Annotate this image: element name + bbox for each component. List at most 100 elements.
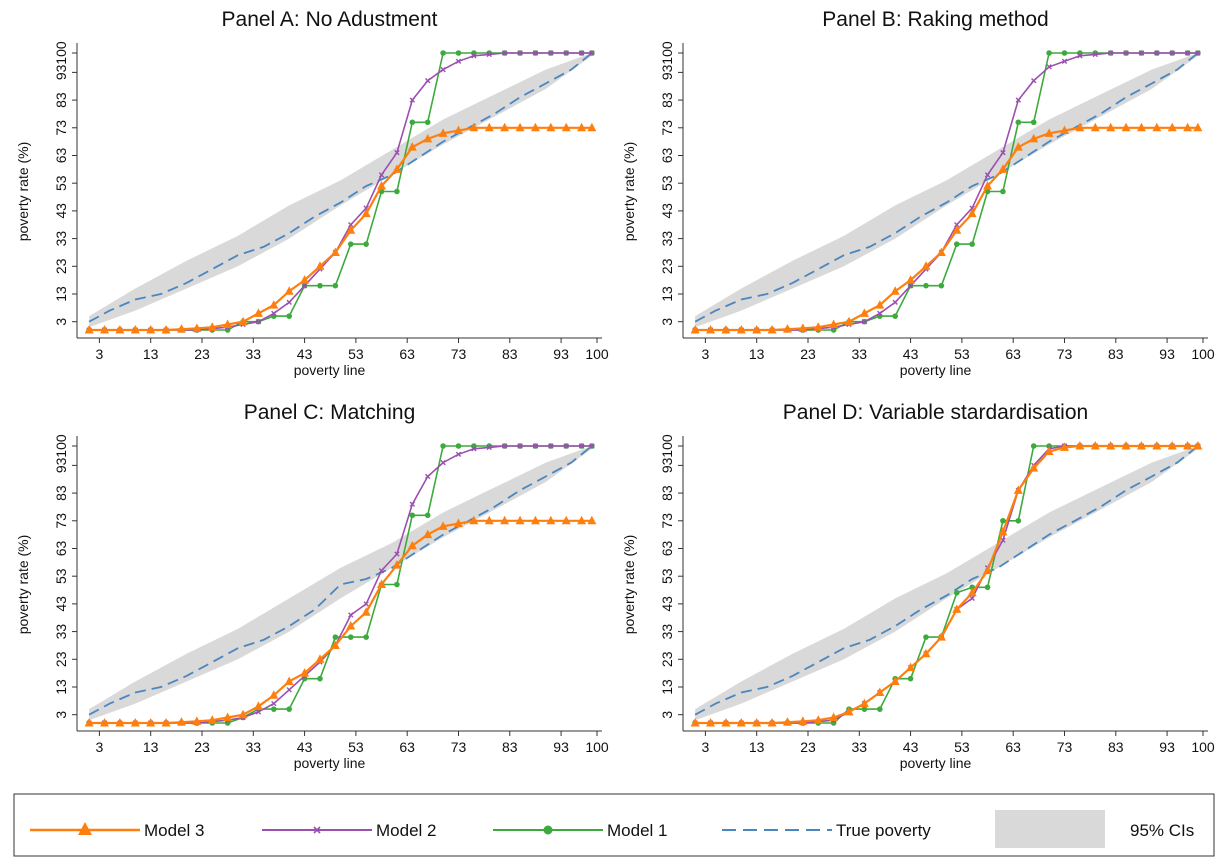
series-model3 <box>84 122 597 334</box>
y-tick-label: 53 <box>659 175 675 191</box>
model3-line <box>695 444 1198 725</box>
model1-point <box>394 581 400 588</box>
model2-point <box>394 150 400 156</box>
x-tick-label: 43 <box>297 346 313 362</box>
y-tick-label: 73 <box>53 120 69 136</box>
x-tick-label: 3 <box>701 346 709 362</box>
model3-point <box>906 662 916 672</box>
model2-point <box>1138 50 1145 56</box>
model1-point <box>953 590 960 596</box>
model3-point <box>721 325 731 334</box>
model1-point <box>440 50 446 56</box>
model3-point <box>813 715 823 724</box>
legend-item-ci-band: 95% CIs <box>995 810 1194 848</box>
model3-point <box>998 526 1008 536</box>
model3-point <box>300 275 310 284</box>
model2-point <box>517 443 523 449</box>
model2-point <box>394 551 400 557</box>
y-tick-label: 83 <box>659 92 675 108</box>
x-tick-label: 33 <box>852 346 868 362</box>
model3-point <box>983 180 993 190</box>
model3-point <box>253 701 263 710</box>
model2-point <box>363 601 369 607</box>
model3-point <box>921 261 931 270</box>
model2-point <box>286 687 292 693</box>
model3-point <box>115 325 125 334</box>
model1-point <box>347 634 354 640</box>
model3-point <box>1136 441 1146 450</box>
y-tick-label: 53 <box>659 568 675 584</box>
model2-point <box>589 443 595 449</box>
model3-point <box>829 712 839 721</box>
model3-point <box>207 322 217 331</box>
model2-point <box>501 443 508 449</box>
model3-point <box>438 521 448 530</box>
model3-point <box>1029 463 1039 472</box>
x-tick-label: 93 <box>553 739 569 755</box>
model1-point <box>861 706 868 712</box>
model1-point <box>286 706 293 712</box>
model1-point <box>332 634 339 640</box>
model1-point <box>1015 517 1022 524</box>
y-tick-label: 100 <box>659 41 675 65</box>
model3-point <box>859 308 869 317</box>
x-axis-label: poverty line <box>900 362 972 378</box>
y-tick-label: 100 <box>53 434 69 458</box>
x-axis-label: poverty line <box>294 755 366 771</box>
model2-point <box>301 282 308 289</box>
y-tick-label: 63 <box>53 540 69 556</box>
model3-point <box>721 718 731 727</box>
series-true-poverty <box>694 445 1199 716</box>
x-tick-label: 13 <box>749 346 765 362</box>
model3-point <box>530 515 540 525</box>
model3-point <box>1121 122 1131 132</box>
model3-point <box>736 718 746 727</box>
model3-point <box>115 718 125 727</box>
model2-point <box>440 459 446 466</box>
panel-title: Panel D: Variable stardardisation <box>783 401 1088 424</box>
model1-point <box>332 282 339 289</box>
model2-point <box>1015 97 1022 103</box>
model3-point <box>392 560 402 569</box>
model3-point <box>577 122 587 132</box>
model3-point <box>346 621 356 630</box>
model3-point <box>1193 441 1203 450</box>
y-tick-label: 3 <box>53 318 69 326</box>
legend-label: True poverty <box>836 821 931 840</box>
series-model3 <box>84 515 597 727</box>
model1-point <box>271 706 277 712</box>
model1-point <box>424 512 431 519</box>
model1-point <box>424 119 431 126</box>
model3-point <box>484 122 494 132</box>
model2-point <box>425 78 431 84</box>
x-tick-label: 53 <box>348 346 364 362</box>
y-tick-label: 93 <box>53 457 69 473</box>
model3-point <box>284 286 294 295</box>
model3-line <box>89 126 592 332</box>
model1-point <box>892 313 898 319</box>
legend-swatch-band <box>995 810 1105 848</box>
x-tick-label: 73 <box>1057 346 1073 362</box>
model3-point <box>1075 441 1085 450</box>
model2-point <box>969 595 975 602</box>
model2-point <box>425 473 431 480</box>
model3-point <box>1183 441 1193 450</box>
model3-point <box>207 715 217 724</box>
model2-point <box>255 709 262 715</box>
model3-point <box>782 717 792 726</box>
model3-point <box>1152 441 1162 450</box>
model2-point <box>1000 150 1006 156</box>
y-axis-label: poverty rate (%) <box>621 142 637 242</box>
x-tick-label: 13 <box>143 346 159 362</box>
x-tick-label: 63 <box>399 346 415 362</box>
model3-point <box>300 668 310 677</box>
y-tick-label: 33 <box>659 624 675 640</box>
model2-point <box>271 700 277 707</box>
x-tick-label: 3 <box>95 346 103 362</box>
model2-point <box>348 612 354 618</box>
x-tick-label: 53 <box>954 346 970 362</box>
model1-point <box>1046 50 1052 56</box>
y-tick-label: 3 <box>53 711 69 719</box>
model3-point <box>330 640 340 649</box>
model2-point <box>378 567 385 574</box>
